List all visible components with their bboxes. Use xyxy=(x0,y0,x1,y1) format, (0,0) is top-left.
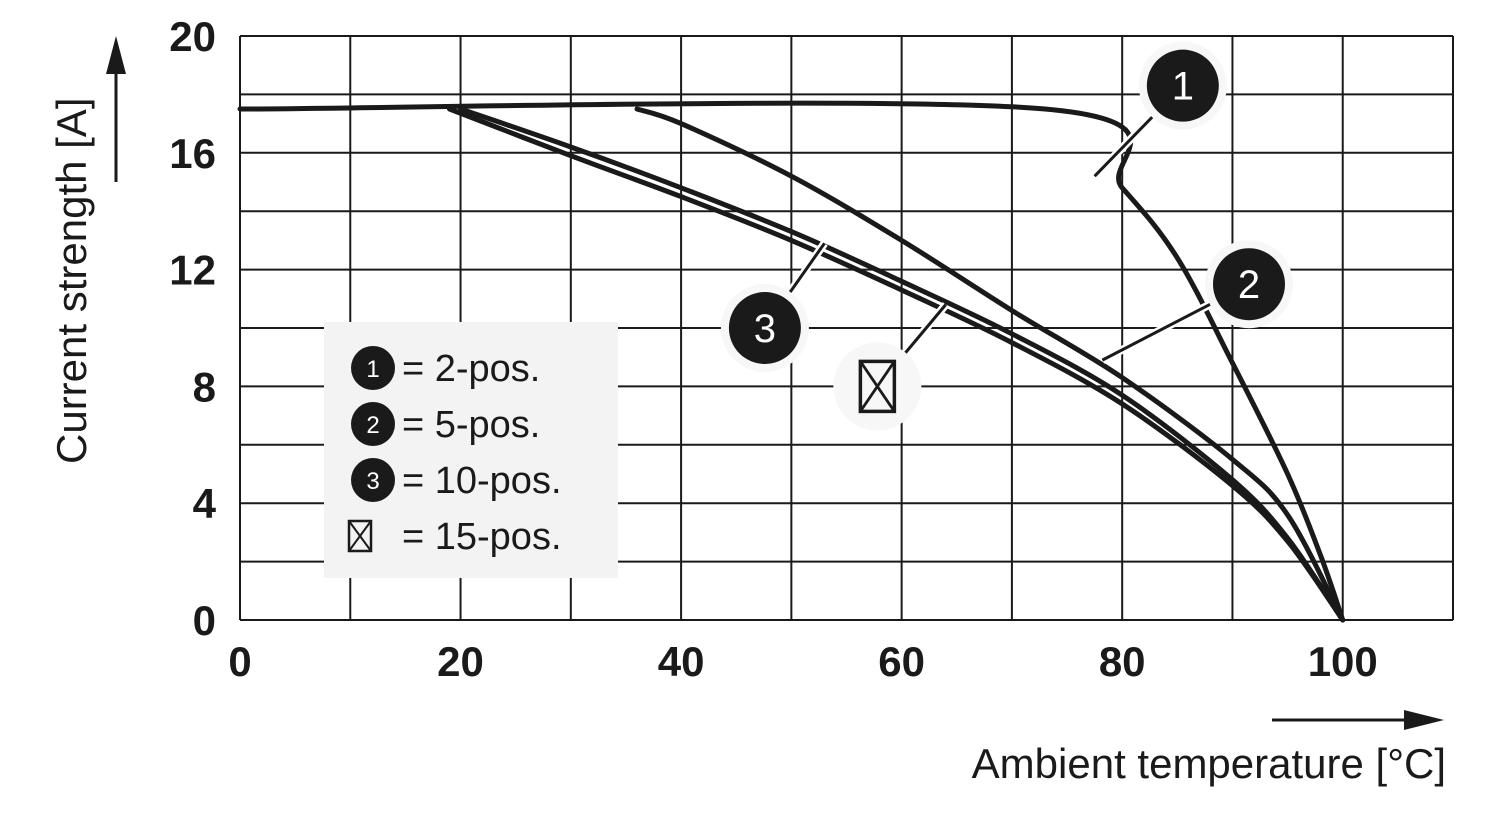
curve-marker: 1 xyxy=(1091,41,1227,179)
y-axis-title: Current strength [A] xyxy=(48,36,126,464)
curve-markers: 1 2 3 xyxy=(720,41,1293,431)
curves xyxy=(237,100,1346,623)
grid xyxy=(239,35,1454,621)
x-tick-label: 60 xyxy=(878,638,925,685)
y-tick-label: 16 xyxy=(169,130,216,177)
x-tick-label: 40 xyxy=(658,638,705,685)
legend-marker-disc xyxy=(351,346,395,390)
y-tick-label: 8 xyxy=(193,363,216,410)
legend-entry: 2 = 5-pos. xyxy=(351,402,540,446)
x-axis-arrowhead xyxy=(1404,710,1444,730)
curve-marker xyxy=(833,302,949,431)
cross-box-diagonal xyxy=(859,360,896,413)
marker-number: 2 xyxy=(1238,263,1260,307)
x-tick-label: 80 xyxy=(1099,638,1146,685)
y-tick-label: 4 xyxy=(193,480,217,527)
x-axis-label: Ambient temperature [°C] xyxy=(972,740,1446,787)
y-tick-label: 12 xyxy=(169,247,216,294)
legend-text: = 10-pos. xyxy=(402,460,562,502)
legend-entry: = 15-pos. xyxy=(347,516,562,558)
cross-box xyxy=(858,359,897,414)
marker-number: 1 xyxy=(1172,65,1194,109)
legend: 1 = 2-pos. 2 = 5-pos. 3 = 10-pos. = 15-pos. xyxy=(324,322,618,578)
cross-box-diagonal xyxy=(348,520,372,552)
x-tick-label: 100 xyxy=(1308,638,1378,685)
cross-box xyxy=(347,519,373,553)
legend-marker-number: 1 xyxy=(366,356,379,383)
legend-marker-number: 3 xyxy=(366,468,379,495)
legend-entry: 3 = 10-pos. xyxy=(351,458,562,502)
marker-disc xyxy=(728,292,801,364)
x-tick-label: 0 xyxy=(228,638,251,685)
marker-disc xyxy=(1212,248,1285,321)
legend-text: = 5-pos. xyxy=(402,404,540,446)
curve-marker: 2 xyxy=(1100,240,1293,364)
series-line xyxy=(634,106,1346,623)
curve-marker: 3 xyxy=(720,241,828,372)
legend-entry: 1 = 2-pos. xyxy=(351,346,540,390)
legend-marker-disc xyxy=(351,402,395,446)
series-line xyxy=(458,106,1346,623)
legend-text: = 2-pos. xyxy=(402,348,540,390)
legend-text: = 15-pos. xyxy=(402,516,562,558)
y-axis-arrowhead xyxy=(106,36,126,74)
y-tick-label: 20 xyxy=(169,13,216,60)
y-tick-label: 0 xyxy=(193,597,216,644)
y-axis-label: Current strength [A] xyxy=(48,98,95,465)
marker-number: 3 xyxy=(754,307,776,351)
legend-marker-number: 2 xyxy=(366,412,379,439)
series-line xyxy=(237,100,1346,623)
x-tick-label: 20 xyxy=(437,638,484,685)
series-line xyxy=(447,106,1346,623)
legend-marker-disc xyxy=(351,458,395,502)
marker-disc xyxy=(1146,49,1219,122)
x-axis-title: Ambient temperature [°C] xyxy=(972,710,1446,787)
